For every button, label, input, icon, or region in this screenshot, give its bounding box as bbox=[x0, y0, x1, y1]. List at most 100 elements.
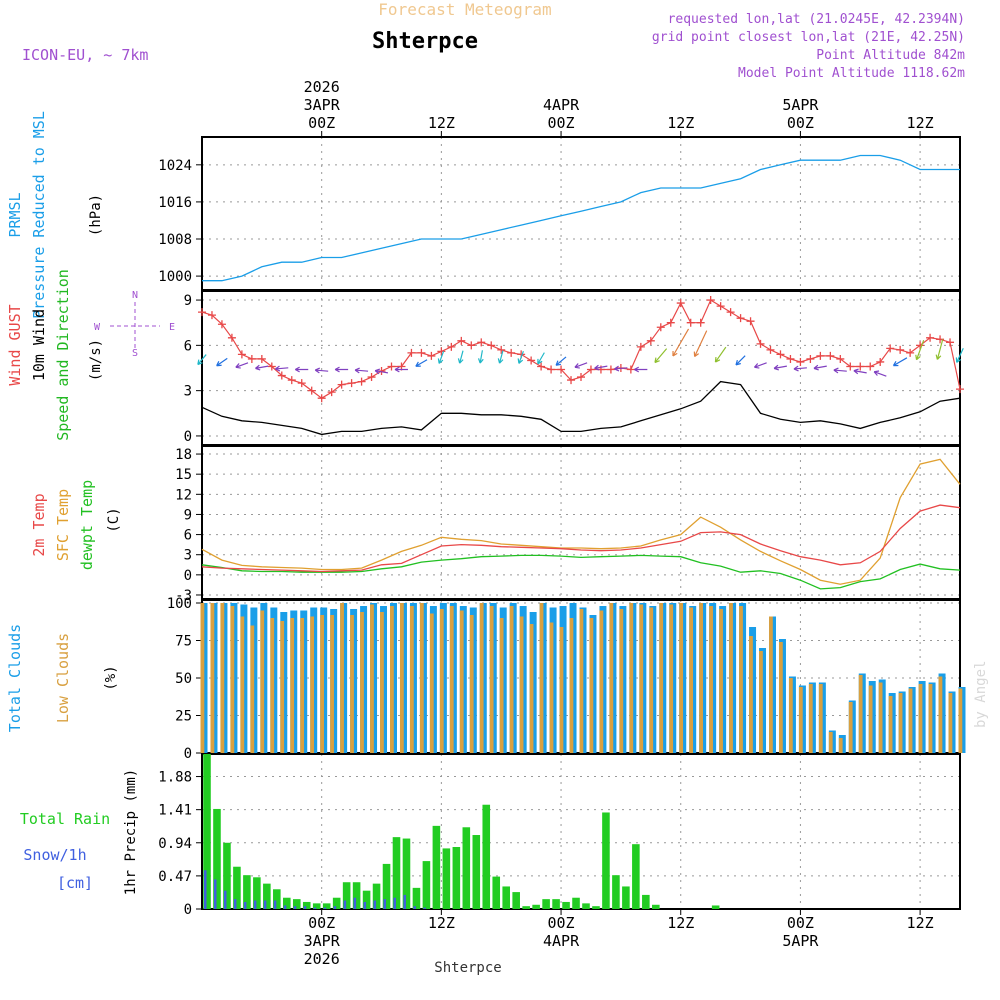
snow-bar bbox=[263, 900, 267, 909]
wind-direction-arrow bbox=[915, 339, 925, 361]
low-cloud-bar bbox=[569, 618, 574, 753]
low-cloud-bar bbox=[469, 615, 474, 753]
top-time-label: 5APR bbox=[782, 96, 819, 114]
wind-direction-arrow bbox=[955, 348, 964, 363]
sfc-temp-series bbox=[201, 458, 961, 585]
wind-direction-arrow bbox=[634, 366, 648, 373]
y-tick-label: 50 bbox=[175, 671, 192, 687]
rain-bar bbox=[532, 904, 540, 909]
rain-bar bbox=[642, 894, 650, 909]
low-cloud-bar bbox=[808, 684, 813, 753]
y-tick-label: 6 bbox=[184, 528, 192, 544]
bottom-time-label: 2026 bbox=[304, 950, 340, 968]
rain-bar bbox=[352, 882, 361, 909]
low-cloud-bar bbox=[739, 606, 743, 753]
grid-point-coordinates: grid point closest lon,lat (21E, 42.25N) bbox=[652, 30, 965, 45]
bottom-time-label: 12Z bbox=[907, 914, 934, 932]
rain-bar bbox=[492, 876, 501, 909]
snow-bar bbox=[343, 900, 347, 909]
snow-bar bbox=[213, 879, 217, 909]
low-cloud-bar bbox=[788, 678, 793, 753]
gust-point bbox=[746, 317, 755, 326]
low-cloud-bar bbox=[439, 609, 444, 753]
compass-north: N bbox=[132, 290, 138, 301]
rain-bar bbox=[472, 835, 481, 909]
low-cloud-bar bbox=[529, 624, 534, 753]
y-tick-label: 9 bbox=[184, 293, 192, 309]
y-tick-label: 0 bbox=[184, 902, 192, 918]
panel-1: 1000 1008 1016 1024 PRMSL Pressure Reduced to… bbox=[6, 111, 961, 319]
rain-bar bbox=[462, 827, 471, 909]
gust-point bbox=[956, 385, 964, 394]
gust-point bbox=[586, 365, 595, 374]
low-cloud-bar bbox=[649, 607, 654, 753]
low-cloud-bar bbox=[908, 688, 913, 753]
gust-point bbox=[407, 348, 416, 357]
rain-bar bbox=[322, 903, 331, 909]
gust-point bbox=[497, 345, 506, 354]
panel-4: 0 25 50 75 100 Total Clouds Low Clouds (%) bbox=[6, 596, 966, 762]
wind-direction-arrow bbox=[793, 365, 807, 372]
footer-location: Shterpce bbox=[434, 960, 501, 976]
wind-label: 10m Wind bbox=[30, 309, 48, 381]
rain-bar bbox=[442, 848, 451, 909]
low-cloud-bar bbox=[459, 610, 464, 753]
rain-bar bbox=[502, 886, 511, 909]
gust-point bbox=[327, 388, 336, 397]
top-time-label: 3APR bbox=[304, 96, 341, 114]
panel-frame bbox=[201, 290, 961, 446]
low-cloud-bar bbox=[240, 616, 245, 753]
y-tick-label: 1024 bbox=[158, 158, 192, 174]
rain-bar bbox=[572, 897, 580, 909]
wind-direction-arrow bbox=[477, 350, 484, 364]
dewpt-series bbox=[201, 554, 961, 590]
snow-bar bbox=[273, 900, 277, 909]
rain-bar bbox=[562, 901, 570, 909]
low-cloud-bar bbox=[479, 603, 484, 753]
gust-point bbox=[347, 379, 356, 388]
gust-point bbox=[916, 341, 925, 350]
y-tick-label: 0 bbox=[184, 746, 192, 762]
rain-bar bbox=[602, 812, 610, 909]
gust-point bbox=[547, 365, 556, 374]
low-cloud-bar bbox=[938, 676, 943, 753]
total-clouds-label: Total Clouds bbox=[6, 624, 24, 732]
wind-direction-arrow bbox=[216, 357, 228, 367]
point-altitude: Point Altitude 842m bbox=[816, 48, 965, 63]
low-cloud-bar bbox=[669, 604, 674, 753]
gust-point bbox=[337, 380, 346, 389]
bottom-time-label: 00Z bbox=[308, 914, 335, 932]
snow-bar bbox=[333, 906, 337, 909]
y-tick-label: 100 bbox=[167, 596, 192, 612]
snow-bar bbox=[413, 906, 416, 909]
y-tick-label: 1.41 bbox=[158, 803, 192, 819]
rain-bar bbox=[372, 883, 381, 909]
gust-point bbox=[307, 386, 316, 395]
low-cloud-bar bbox=[858, 675, 863, 753]
compass-east: E bbox=[169, 322, 175, 333]
low-cloud-bar bbox=[559, 627, 564, 753]
low-cloud-bar bbox=[679, 603, 684, 753]
low-cloud-bar bbox=[769, 616, 773, 753]
snow-bar bbox=[243, 901, 247, 909]
gust-point bbox=[427, 351, 436, 360]
low-cloud-bar bbox=[409, 606, 414, 753]
bottom-time-label: 5APR bbox=[782, 932, 819, 950]
low-cloud-bar bbox=[928, 684, 933, 753]
gust-point bbox=[666, 318, 675, 327]
low-cloud-bar bbox=[330, 615, 334, 753]
wind-direction-arrow bbox=[334, 366, 349, 373]
y-tick-label: 12 bbox=[175, 487, 192, 503]
wind-direction-arrow bbox=[714, 346, 727, 363]
gust-point bbox=[886, 344, 895, 353]
gust-point bbox=[437, 347, 446, 356]
panel-frame bbox=[201, 445, 961, 600]
t2m-series bbox=[201, 504, 961, 573]
wind-direction-arrow bbox=[935, 339, 944, 360]
top-time-label: 4APR bbox=[543, 96, 580, 114]
gust-point bbox=[487, 341, 496, 350]
snow-bar bbox=[323, 907, 327, 909]
low-cloud-bar bbox=[759, 651, 763, 753]
top-time-label: 2026 bbox=[304, 78, 340, 96]
